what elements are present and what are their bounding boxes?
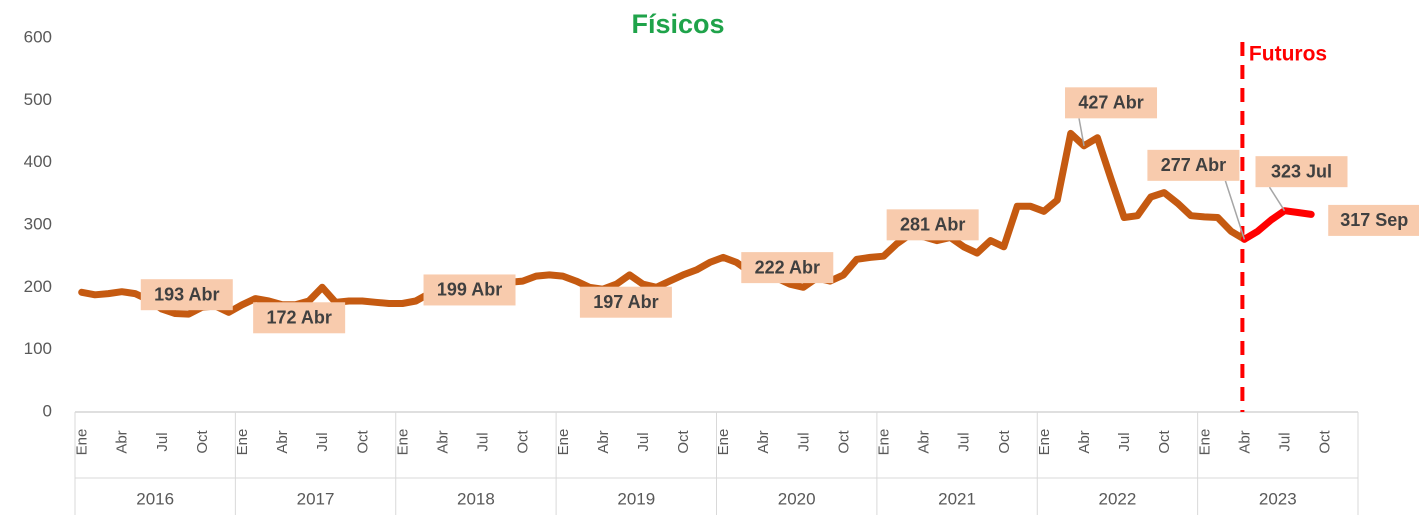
x-tick-label: Ene xyxy=(1196,429,1213,456)
label-box xyxy=(741,252,834,284)
data-label: 281 Abr xyxy=(900,215,965,235)
x-tick-label: Oct xyxy=(515,430,532,454)
leader-line xyxy=(1078,118,1085,146)
year-label: 2021 xyxy=(938,489,976,508)
label-box xyxy=(1065,87,1158,119)
y-tick-label: 300 xyxy=(24,214,52,233)
year-label: 2022 xyxy=(1099,489,1137,508)
label-box xyxy=(140,279,233,311)
label-box xyxy=(253,302,346,334)
y-tick-label: 600 xyxy=(24,27,52,46)
data-label: 323 Jul xyxy=(1271,161,1332,181)
label-box xyxy=(1147,149,1240,181)
data-label: 197 Abr xyxy=(593,292,658,312)
year-label: 2020 xyxy=(778,489,816,508)
x-tick-label: Abr xyxy=(1236,430,1253,453)
x-tick-label: Oct xyxy=(675,430,692,454)
x-tick-label: Abr xyxy=(274,430,291,453)
data-label: 172 Abr xyxy=(266,308,331,328)
x-tick-label: Ene xyxy=(555,429,572,456)
x-tick-label: Oct xyxy=(1156,430,1173,454)
x-tick-label: Abr xyxy=(1076,430,1093,453)
label-box xyxy=(579,286,672,318)
label-box xyxy=(1328,204,1419,236)
chart-title: Físicos xyxy=(631,9,724,39)
x-tick-label: Oct xyxy=(1317,430,1334,454)
x-tick-label: Oct xyxy=(996,430,1013,454)
x-tick-label: Jul xyxy=(1276,432,1293,451)
x-tick-label: Oct xyxy=(835,430,852,454)
y-tick-label: 0 xyxy=(43,401,52,420)
x-tick-label: Jul xyxy=(1116,432,1133,451)
year-label: 2023 xyxy=(1259,489,1297,508)
leader-line xyxy=(1268,186,1286,212)
x-tick-label: Abr xyxy=(916,430,933,453)
data-label: 427 Abr xyxy=(1078,93,1143,113)
y-tick-label: 200 xyxy=(24,277,52,296)
x-tick-label: Ene xyxy=(876,429,893,456)
futures-label: Futuros xyxy=(1249,43,1327,66)
x-tick-label: Jul xyxy=(956,432,973,451)
series-line xyxy=(1240,207,1315,243)
x-tick-label: Ene xyxy=(234,429,251,456)
x-tick-label: Oct xyxy=(194,430,211,454)
year-label: 2019 xyxy=(617,489,655,508)
x-tick-label: Jul xyxy=(635,432,652,451)
x-tick-label: Jul xyxy=(795,432,812,451)
x-tick-label: Ene xyxy=(715,429,732,456)
x-tick-label: Jul xyxy=(314,432,331,451)
label-box xyxy=(423,274,516,306)
leader-line xyxy=(1224,180,1246,240)
x-tick-label: Abr xyxy=(434,430,451,453)
x-tick-label: Jul xyxy=(475,432,492,451)
x-tick-label: Ene xyxy=(394,429,411,456)
year-label: 2016 xyxy=(136,489,174,508)
x-tick-label: Oct xyxy=(354,430,371,454)
data-label: 193 Abr xyxy=(154,284,219,304)
x-tick-label: Abr xyxy=(114,430,131,453)
x-tick-label: Abr xyxy=(595,430,612,453)
y-tick-label: 100 xyxy=(24,339,52,358)
x-tick-label: Jul xyxy=(154,432,171,451)
data-label: 277 Abr xyxy=(1161,155,1226,175)
y-tick-label: 500 xyxy=(24,90,52,109)
data-label: 199 Abr xyxy=(437,280,502,300)
y-tick-label: 400 xyxy=(24,152,52,171)
year-label: 2017 xyxy=(297,489,335,508)
data-label: 317 Sep xyxy=(1340,210,1408,230)
x-tick-label: Abr xyxy=(755,430,772,453)
x-tick-label: Ene xyxy=(74,429,91,456)
label-box xyxy=(1255,156,1348,188)
label-box xyxy=(886,209,979,241)
x-tick-label: Ene xyxy=(1036,429,1053,456)
data-label: 222 Abr xyxy=(755,257,820,277)
year-label: 2018 xyxy=(457,489,495,508)
